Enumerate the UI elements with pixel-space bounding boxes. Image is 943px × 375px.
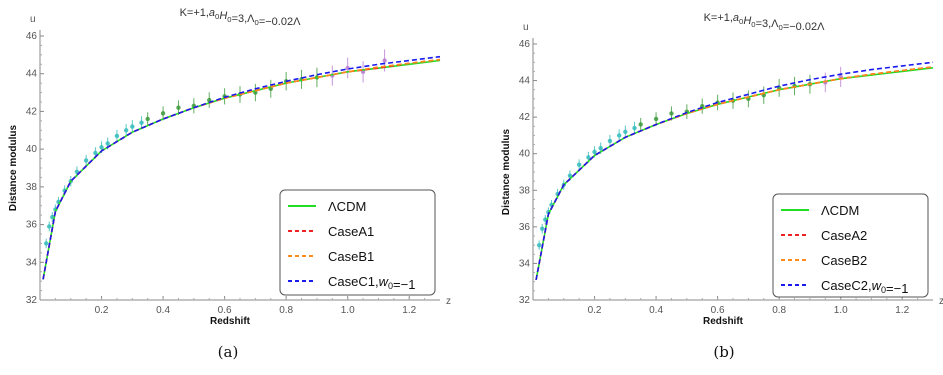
- data-point: [669, 111, 674, 116]
- legend-entry: ΛCDM: [821, 203, 859, 218]
- data-point: [160, 111, 166, 116]
- data-point: [540, 226, 545, 231]
- series-line-4: [535, 61, 934, 281]
- data-point: [47, 224, 52, 229]
- x-tick-label: 1.0: [341, 305, 355, 316]
- x-tick-label: 0.8: [279, 305, 293, 316]
- data-point: [93, 150, 98, 156]
- subfigure-caption: (b): [713, 343, 734, 361]
- legend-entry: CaseC2,w0=−1: [821, 278, 908, 296]
- y-tick-label: 46: [26, 31, 38, 42]
- y-tick-label: 42: [519, 112, 531, 123]
- y-tick-label: 40: [519, 149, 531, 160]
- x-axis-label: Redshift: [210, 316, 251, 327]
- y-tick-label: 36: [519, 222, 531, 233]
- x-tick-label: 1.0: [834, 305, 848, 316]
- chart-panel-2: K=+1,a0H0=3,Λ0=−0.02Λ 32 34 36 38 40 42 44 46 0.2…: [501, 12, 943, 361]
- y-tick-label: 32: [519, 295, 531, 306]
- x-tick-label: 0.2: [588, 305, 602, 316]
- x-tick-label: 0.6: [711, 305, 725, 316]
- data-point: [176, 105, 181, 110]
- x-tick-label: 0.8: [772, 305, 786, 316]
- data-point: [99, 145, 104, 150]
- data-point: [123, 128, 129, 133]
- data-point: [114, 133, 120, 139]
- chart-title: K=+1,a0H0=3,Λ0=−0.02Λ: [704, 12, 826, 33]
- data-point: [653, 116, 659, 122]
- y-axis-label: Distance modulus: [501, 129, 512, 216]
- series-line-3: [42, 58, 441, 280]
- y-tick-label: 40: [26, 144, 38, 155]
- x-tick-label: 0.4: [649, 305, 663, 316]
- data-point: [638, 122, 643, 127]
- y-tick-label: 42: [26, 106, 38, 117]
- y-tick-label: 46: [519, 39, 531, 50]
- y-tick-label: 32: [26, 295, 38, 306]
- x-tick-label: 0.2: [95, 305, 109, 316]
- x-tick-label: 1.2: [895, 305, 909, 316]
- legend-entry: CaseB1: [328, 249, 374, 264]
- y-tick-label: 44: [26, 69, 38, 80]
- data-point: [83, 158, 89, 163]
- legend-entry: CaseA2: [821, 228, 867, 243]
- y-tick-label: 38: [519, 185, 531, 196]
- x-axis-letter: z: [446, 296, 451, 307]
- data-point: [536, 242, 542, 248]
- legend-entry: CaseB2: [821, 253, 867, 268]
- y-tick-label: 34: [519, 258, 531, 269]
- x-axis-label: Redshift: [703, 316, 744, 327]
- y-tick-label: 34: [26, 257, 38, 268]
- data-point: [567, 173, 573, 178]
- data-point: [623, 129, 628, 134]
- legend-entry: CaseC1,w0=−1: [328, 274, 415, 292]
- data-point: [586, 155, 591, 160]
- y-axis-label: Distance modulus: [8, 125, 19, 212]
- y-tick-label: 36: [26, 220, 38, 231]
- data-point: [105, 141, 110, 146]
- legend-entry: ΛCDM: [328, 199, 366, 214]
- data-point: [382, 58, 387, 63]
- data-point: [598, 146, 603, 151]
- data-point: [207, 97, 212, 103]
- data-point: [592, 149, 597, 155]
- x-axis-letter: z: [939, 296, 943, 307]
- y-tick-label: 38: [26, 182, 38, 193]
- legend-box: [279, 189, 436, 296]
- subfigure-caption: (a): [218, 343, 239, 361]
- legend-entry: CaseA1: [328, 224, 374, 239]
- y-axis-letter: u: [523, 22, 529, 33]
- data-point: [632, 125, 637, 131]
- y-axis-letter: u: [30, 14, 36, 25]
- chart-title: K=+1,a0H0=3,Λ0=−0.02Λ: [180, 7, 302, 28]
- legend-box: [772, 193, 929, 298]
- data-point: [145, 116, 150, 122]
- data-point: [616, 133, 622, 138]
- x-tick-label: 1.2: [402, 305, 416, 316]
- x-tick-label: 0.4: [156, 305, 170, 316]
- data-point: [43, 241, 49, 246]
- x-tick-label: 0.6: [218, 305, 232, 316]
- chart-panel-1: K=+1,a0H0=3,Λ0=−0.02Λ 32 34 36 38 40 42 44 46 0.2…: [8, 7, 451, 361]
- data-point: [607, 138, 613, 144]
- series-line-4: [42, 55, 441, 280]
- y-tick-label: 44: [519, 76, 531, 87]
- data-point: [74, 169, 80, 174]
- data-point: [139, 120, 144, 125]
- data-point: [576, 162, 582, 167]
- data-point: [130, 124, 135, 129]
